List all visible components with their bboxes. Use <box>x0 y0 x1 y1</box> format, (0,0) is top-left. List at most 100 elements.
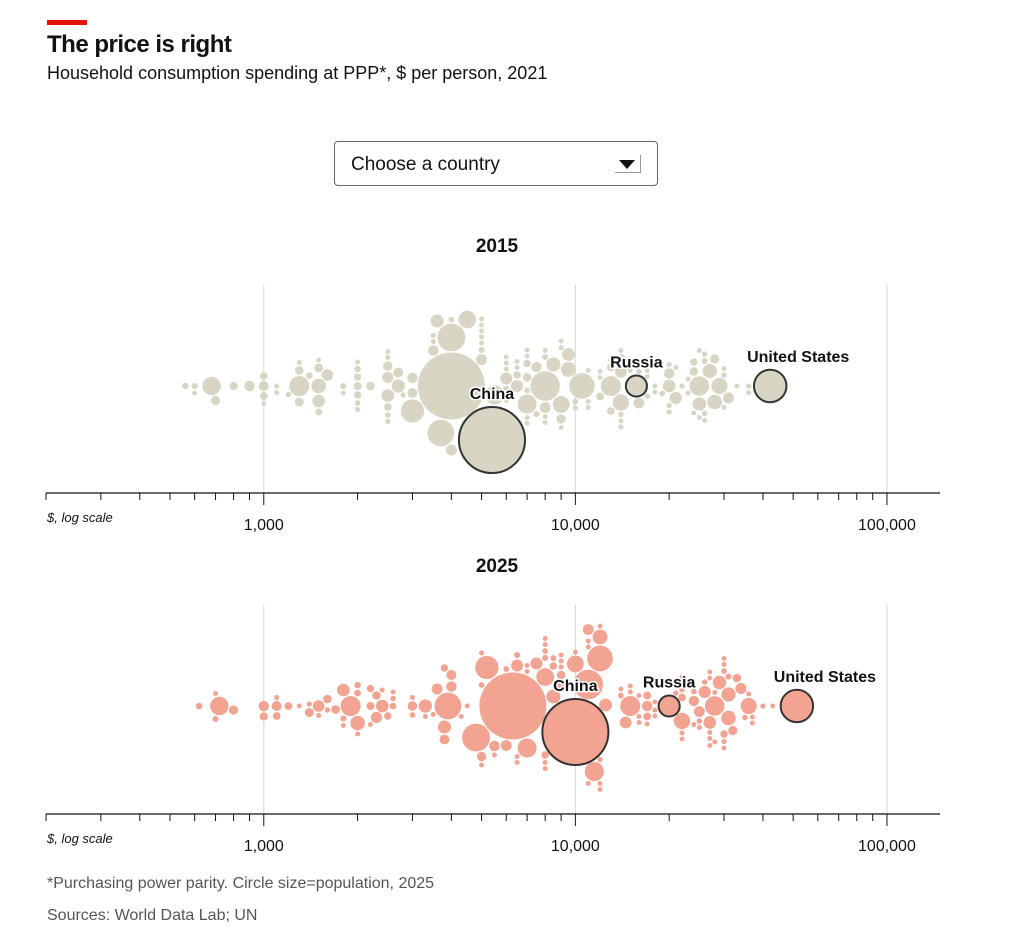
bubble <box>550 655 557 661</box>
bubble <box>381 389 395 402</box>
bubble <box>484 385 504 405</box>
bubble <box>271 701 282 711</box>
bubble <box>558 344 564 351</box>
bubble <box>213 691 219 696</box>
bubble <box>340 723 346 728</box>
bubble <box>643 691 652 700</box>
bubble <box>440 664 449 672</box>
bubble <box>652 383 658 389</box>
sources: Sources: World Data Lab; UN <box>47 907 258 924</box>
bubble <box>383 361 393 371</box>
bubble <box>427 419 455 447</box>
bubble <box>434 692 462 720</box>
bubble <box>679 383 685 389</box>
tick-label: 10,000 <box>551 517 600 534</box>
bubble <box>191 382 198 390</box>
bubble <box>542 766 548 771</box>
bubble <box>340 382 347 390</box>
bubble <box>701 357 708 365</box>
bubble <box>430 333 436 338</box>
bubble <box>323 694 332 704</box>
bubble <box>542 760 548 765</box>
bubble <box>514 365 520 370</box>
bubble <box>212 715 219 723</box>
bubble <box>367 722 373 727</box>
bubble <box>679 674 685 680</box>
bubble <box>749 720 755 726</box>
bubble <box>458 714 464 719</box>
bubble <box>585 638 591 644</box>
bubble <box>340 390 346 396</box>
axis-label: $, log scale <box>46 510 113 525</box>
bubble <box>659 390 666 397</box>
bubble <box>478 682 485 688</box>
bubble <box>620 695 641 717</box>
bubble <box>552 396 570 413</box>
bubble <box>446 670 457 680</box>
bubble <box>445 444 457 456</box>
country-label: United States <box>747 349 849 366</box>
bubble-china <box>457 405 527 475</box>
bubble <box>618 686 624 692</box>
bubble <box>536 668 555 686</box>
bubble <box>702 351 708 357</box>
country-select[interactable]: Choose a country <box>334 141 658 186</box>
bubble <box>375 699 389 713</box>
bubble <box>636 368 642 375</box>
bubble <box>306 372 313 379</box>
bubble <box>337 683 350 697</box>
bubble <box>524 347 530 353</box>
bubble <box>746 691 752 697</box>
bubble <box>679 730 685 736</box>
bubble <box>749 714 755 720</box>
bubble <box>735 682 747 695</box>
bubble <box>476 354 487 365</box>
bubble <box>627 683 633 689</box>
bubble <box>636 714 642 719</box>
bubble <box>437 323 466 352</box>
bubble <box>430 314 444 328</box>
bubble <box>582 624 594 635</box>
country-label: China <box>470 386 515 403</box>
bubble <box>315 408 323 416</box>
bubble <box>689 367 699 376</box>
bubble <box>331 705 340 714</box>
chart-subtitle: Household consumption spending at PPP*, … <box>47 63 548 83</box>
bubble <box>679 686 685 693</box>
bubble <box>514 359 520 364</box>
bubble <box>379 687 385 693</box>
bubble <box>679 680 685 686</box>
bubble <box>666 362 672 367</box>
bubble <box>585 405 591 410</box>
bubble <box>612 394 630 411</box>
bubble <box>542 414 548 419</box>
bubble <box>355 407 361 412</box>
bubble <box>627 368 633 373</box>
bubble <box>585 644 591 650</box>
bubble <box>596 392 604 401</box>
country-label: Russia <box>643 674 696 691</box>
bubble <box>182 382 189 390</box>
bubble <box>366 701 375 711</box>
bubble <box>619 716 632 729</box>
bubble <box>734 383 740 389</box>
bubble <box>572 398 579 405</box>
bubble <box>407 388 418 398</box>
bubble <box>636 720 642 725</box>
bubble <box>355 731 361 737</box>
chevron-down-icon[interactable] <box>615 155 641 173</box>
bubble <box>511 379 524 393</box>
bubble <box>261 401 267 406</box>
bubble <box>696 725 702 730</box>
bubble <box>366 684 375 693</box>
bubble <box>354 681 361 689</box>
bubble <box>585 368 591 373</box>
bubble <box>556 670 566 680</box>
bubble <box>740 697 757 715</box>
bubble <box>679 736 685 742</box>
bubble <box>418 699 432 713</box>
bubble <box>704 696 725 716</box>
bubble <box>542 420 548 425</box>
bubble <box>448 316 455 323</box>
bubble <box>641 700 653 712</box>
